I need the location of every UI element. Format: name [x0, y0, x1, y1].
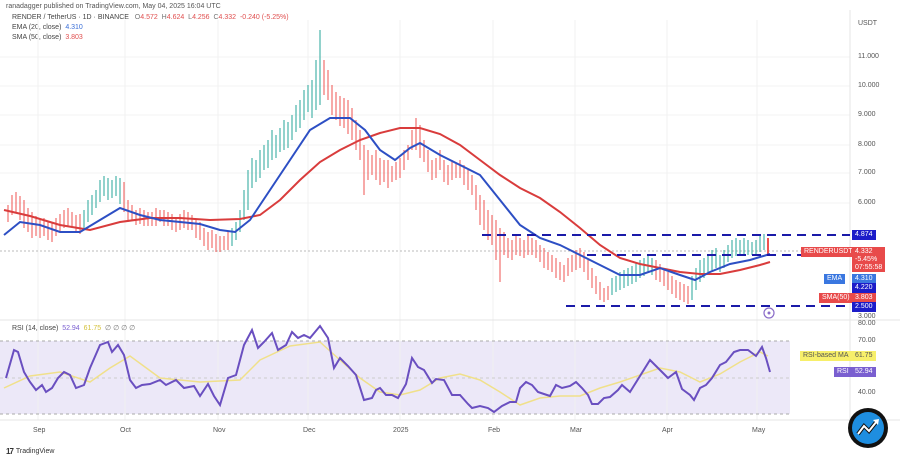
- rsi-ma-tag-badge: RSI-based MA: [800, 351, 852, 361]
- time-tick: Oct: [120, 427, 131, 434]
- symbol-tag-badge: RENDERUSDT: [801, 247, 856, 257]
- brand-watermark-icon: [848, 408, 888, 448]
- last-price-badge: 4.332 -5.45% 07:55:58: [852, 247, 886, 272]
- ema-value: 4.310: [65, 24, 83, 31]
- price-tick: 7.000: [858, 169, 876, 176]
- currency-label: USDT: [858, 20, 878, 27]
- time-tick: Feb: [488, 427, 501, 434]
- price-tick: 3.000: [858, 313, 876, 320]
- ema-legend[interactable]: EMA (20, close) 4.310: [12, 24, 83, 31]
- ema-tag-badge: EMA: [824, 274, 846, 284]
- change-value: -0.240 (-5.25%): [239, 14, 289, 21]
- time-tick: Nov: [213, 427, 226, 434]
- price-tick: 10.000: [858, 82, 880, 89]
- open-value: 4.572: [140, 14, 158, 21]
- rsi-tick: 70.00: [858, 337, 876, 344]
- time-tick: Dec: [303, 427, 316, 434]
- support-low-badge: 2.500: [852, 302, 876, 312]
- time-tick: Apr: [662, 427, 673, 434]
- sma-value: 3.803: [65, 34, 83, 41]
- rsi-band: [0, 341, 790, 414]
- price-tick: 8.000: [858, 141, 876, 148]
- high-value: 4.624: [166, 14, 185, 21]
- rsi-value-badge: 52.94: [852, 367, 876, 377]
- price-tick: 9.000: [858, 111, 876, 118]
- ema-value-badge: 4.310: [852, 274, 876, 284]
- rsi-ma-value-badge: 61.75: [852, 351, 876, 361]
- alert-marker-icon: [763, 307, 775, 319]
- time-tick: May: [752, 427, 766, 434]
- resistance-badge: 4.874: [852, 230, 876, 240]
- sma-legend[interactable]: SMA (50, close) 3.803: [12, 34, 83, 41]
- symbol-legend: RENDER / TetherUS · 1D · BINANCE O4.572 …: [12, 14, 289, 21]
- time-tick: 2025: [393, 427, 409, 434]
- rsi-value: 52.94: [62, 325, 80, 332]
- time-tick: Sep: [33, 427, 46, 434]
- time-tick: Mar: [570, 427, 583, 434]
- rsi-tick: 80.00: [858, 320, 876, 327]
- publish-info: ranadagger published on TradingView.com,…: [6, 3, 221, 10]
- sma-tag-badge: SMA(50): [819, 293, 853, 303]
- rsi-ma-value: 61.75: [83, 325, 102, 332]
- rsi-tick: 40.00: [858, 389, 876, 396]
- tradingview-icon: 17: [6, 447, 14, 456]
- rsi-tag-badge: RSI: [834, 367, 852, 377]
- sma-value-badge: 3.803: [852, 293, 876, 303]
- price-tick: 11.000: [858, 53, 879, 60]
- rsi-legend[interactable]: RSI (14, close) 52.94 61.75 ∅ ∅ ∅ ∅: [12, 325, 136, 332]
- tradingview-logo[interactable]: 17 TradingView: [6, 447, 55, 456]
- symbol-name[interactable]: RENDER / TetherUS · 1D · BINANCE: [12, 14, 129, 21]
- support-mid-badge: 4.220: [852, 283, 876, 293]
- close-value: 4.332: [218, 14, 237, 21]
- price-tick: 6.000: [858, 199, 876, 206]
- low-value: 4.256: [192, 14, 210, 21]
